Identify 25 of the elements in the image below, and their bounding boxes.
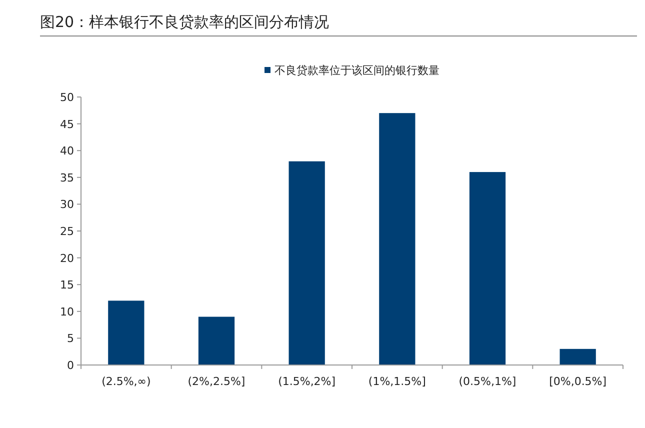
chart-title: 图20：样本银行不良贷款率的区间分布情况 <box>40 13 330 31</box>
x-tick-label: (2%,2.5%] <box>188 375 246 388</box>
legend: 不良贷款率位于该区间的银行数量 <box>264 64 440 77</box>
y-tick-label: 25 <box>60 225 74 238</box>
y-tick-label: 0 <box>67 359 74 372</box>
y-tick-label: 30 <box>60 198 74 212</box>
y-tick-label: 20 <box>60 252 74 265</box>
y-tick-label: 5 <box>67 332 74 346</box>
x-tick-label: (1%,1.5%] <box>368 375 426 388</box>
y-tick-label: 45 <box>60 118 74 131</box>
bar <box>198 316 235 365</box>
y-tick-label: 15 <box>60 278 74 292</box>
x-tick-label: (0.5%,1%] <box>458 375 516 388</box>
bar <box>108 300 144 365</box>
bar <box>560 348 596 365</box>
bar <box>469 172 506 365</box>
x-tick-label: (2.5%,∞) <box>102 375 151 388</box>
bar <box>288 161 325 365</box>
y-tick-label: 10 <box>60 305 74 318</box>
x-tick-label: [0%,0.5%] <box>549 375 607 388</box>
y-tick-label: 40 <box>60 144 74 158</box>
y-tick-label: 35 <box>60 171 74 184</box>
bar <box>379 113 416 365</box>
x-tick-label: (1.5%,2%] <box>278 375 336 388</box>
y-tick-label: 50 <box>60 91 74 104</box>
